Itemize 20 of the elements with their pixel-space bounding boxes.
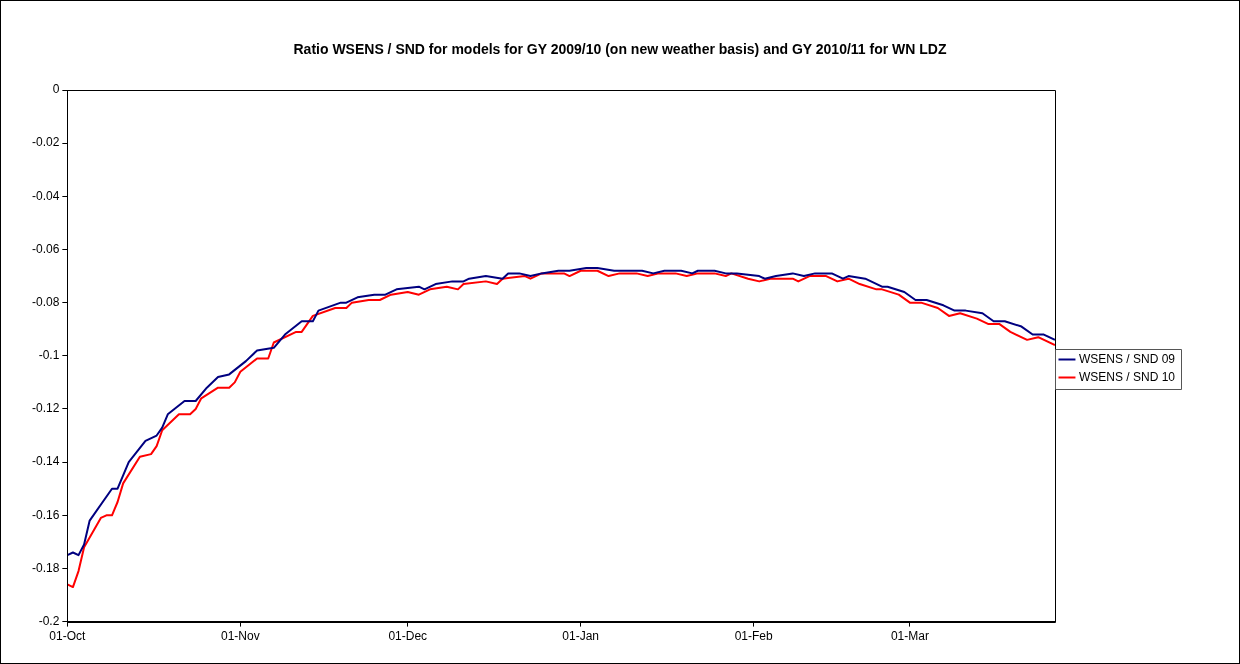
y-tick-label: -0.2 [38,613,60,628]
x-tick-label: 01-Dec [388,629,428,644]
x-tick-label: 01-Mar [890,629,929,644]
y-tick-label: -0.18 [31,560,60,575]
chart-title: Ratio WSENS / SND for models for GY 2009/10 (on new weather basis) and GY 2010/11 for WN LDZ [292,41,948,57]
x-tick-label: 01-Oct [49,629,87,644]
y-tick-label: 0 [52,82,60,97]
y-tick-label: -0.12 [31,401,60,416]
y-tick-label: -0.1 [38,348,60,363]
y-tick-label: -0.14 [31,454,60,469]
x-tick-label: 01-Jan [562,629,600,644]
y-tick-label: -0.16 [31,507,60,522]
x-tick-label: 01-Feb [734,629,773,644]
legend-label: WSENS / SND 09 [1078,351,1176,366]
legend-label: WSENS / SND 10 [1078,369,1176,384]
y-tick-label: -0.06 [31,241,60,256]
y-tick-label: -0.04 [31,188,60,203]
x-tick-label: 01-Nov [220,629,260,644]
y-tick-label: -0.08 [31,294,60,309]
y-tick-label: -0.02 [31,135,60,150]
